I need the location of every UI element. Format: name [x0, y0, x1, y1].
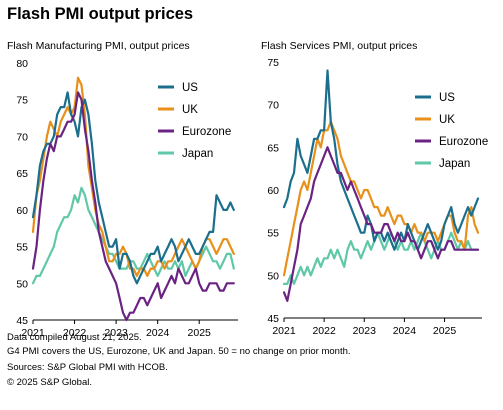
- manufacturing-legend-label-japan: Japan: [182, 148, 213, 160]
- manufacturing-legend-label-us: US: [182, 82, 198, 94]
- manufacturing-y-tick-label: 75: [16, 95, 28, 107]
- services-y-tick-label: 55: [267, 228, 279, 240]
- manufacturing-y-tick-label: 80: [16, 58, 28, 70]
- services-x-tick-label: 2024: [393, 325, 417, 337]
- services-y-tick-label: 50: [267, 270, 279, 282]
- services-x-tick-label: 2021: [272, 325, 296, 337]
- manufacturing-x-tick-label: 2021: [21, 327, 45, 339]
- services-legend-label-eurozone: Eurozone: [439, 136, 488, 148]
- manufacturing-series-us: [31, 91, 235, 285]
- manufacturing-x-tick-label: 2023: [104, 327, 128, 339]
- services-chart-title: Flash Services PMI, output prices: [261, 40, 418, 52]
- services-series-eurozone: [282, 146, 480, 302]
- manufacturing-chart: 45 50 55 60 65 70 75 80 2021 2022 2023 2024 2025 US UK…: [16, 58, 238, 339]
- services-chart: 45 50 55 60 65 70 75 2021 2022 2023 2024 2025 US UK Eu…: [267, 57, 488, 337]
- manufacturing-y-tick-label: 60: [16, 205, 28, 217]
- manufacturing-legend-label-uk: UK: [182, 104, 198, 116]
- services-legend-label-uk: UK: [439, 114, 455, 126]
- manufacturing-series-eurozone: [31, 91, 235, 322]
- services-y-tick-label: 65: [267, 142, 279, 154]
- services-y-tick-label: 70: [267, 100, 279, 112]
- manufacturing-y-tick-label: 65: [16, 168, 28, 180]
- manufacturing-y-tick-label: 70: [16, 131, 28, 143]
- manufacturing-x-tick-label: 2024: [146, 327, 170, 339]
- manufacturing-x-tick-label: 2022: [63, 327, 87, 339]
- manufacturing-x-tick-label: 2025: [188, 327, 212, 339]
- services-x-tick-label: 2022: [312, 325, 336, 337]
- manufacturing-y-tick-label: 55: [16, 242, 28, 254]
- manufacturing-legend-label-eurozone: Eurozone: [182, 126, 231, 138]
- manufacturing-chart-title: Flash Manufacturing PMI, output prices: [7, 40, 190, 52]
- footnote-data-compiled: Data compiled August 21, 2025.: [7, 332, 142, 343]
- services-legend-label-japan: Japan: [439, 158, 470, 170]
- services-y-tick-label: 75: [267, 57, 279, 69]
- footnote-coverage: G4 PMI covers the US, Eurozone, UK and J…: [7, 346, 351, 357]
- manufacturing-y-tick-label: 50: [16, 278, 28, 290]
- services-legend-label-us: US: [439, 92, 455, 104]
- services-y-tick-label: 45: [267, 313, 279, 325]
- services-x-tick-label: 2023: [353, 325, 377, 337]
- footnote-sources: Sources: S&P Global PMI with HCOB.: [7, 362, 168, 373]
- manufacturing-series-uk: [31, 76, 235, 277]
- services-x-tick-label: 2025: [433, 325, 457, 337]
- footnote-copyright: © 2025 S&P Global.: [7, 377, 92, 388]
- page-title: Flash PMI output prices: [7, 5, 194, 23]
- services-y-tick-label: 60: [267, 185, 279, 197]
- manufacturing-y-tick-label: 45: [16, 315, 28, 327]
